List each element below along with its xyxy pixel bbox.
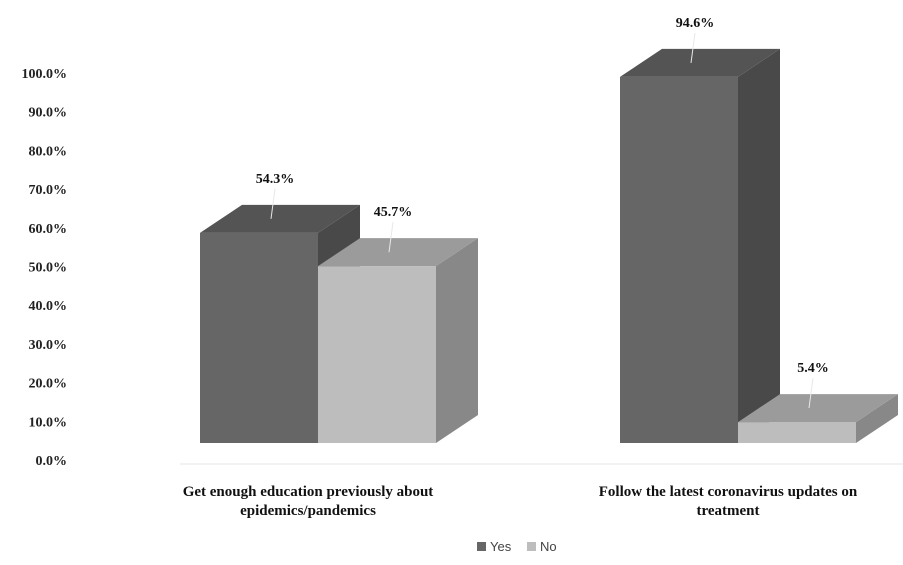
legend-label: Yes <box>490 539 512 554</box>
bar-front-face <box>200 233 318 443</box>
bar-front-face <box>318 266 436 443</box>
y-tick-label: 50.0% <box>29 261 68 276</box>
data-label: 45.7% <box>374 205 413 220</box>
legend-item-no: No <box>527 539 557 554</box>
y-tick-label: 60.0% <box>29 222 68 237</box>
y-tick-label: 30.0% <box>29 338 68 353</box>
bar-side-face <box>738 49 780 443</box>
legend-label: No <box>540 539 557 554</box>
bar-front-face <box>738 422 856 443</box>
bar-yes <box>620 49 780 443</box>
legend-swatch <box>527 542 536 551</box>
y-tick-label: 90.0% <box>29 106 68 121</box>
y-tick-label: 70.0% <box>29 183 68 198</box>
bar-front-face <box>620 77 738 443</box>
y-tick-label: 100.0% <box>22 67 68 82</box>
y-tick-label: 10.0% <box>29 415 68 430</box>
legend-item-yes: Yes <box>477 539 512 554</box>
legend: Yes No <box>477 539 557 554</box>
data-label: 54.3% <box>256 172 295 187</box>
plot-floor <box>180 463 903 465</box>
y-tick-label: 0.0% <box>36 454 68 469</box>
y-tick-label: 80.0% <box>29 144 68 159</box>
bars <box>200 49 898 443</box>
data-label: 5.4% <box>797 361 829 376</box>
y-tick-label: 40.0% <box>29 299 68 314</box>
bar-side-face <box>436 238 478 443</box>
y-tick-label: 20.0% <box>29 377 68 392</box>
legend-swatch <box>477 542 486 551</box>
data-label: 94.6% <box>676 16 715 31</box>
x-category-label: Follow the latest coronavirus updates on… <box>599 484 858 519</box>
bar-no <box>318 238 478 443</box>
